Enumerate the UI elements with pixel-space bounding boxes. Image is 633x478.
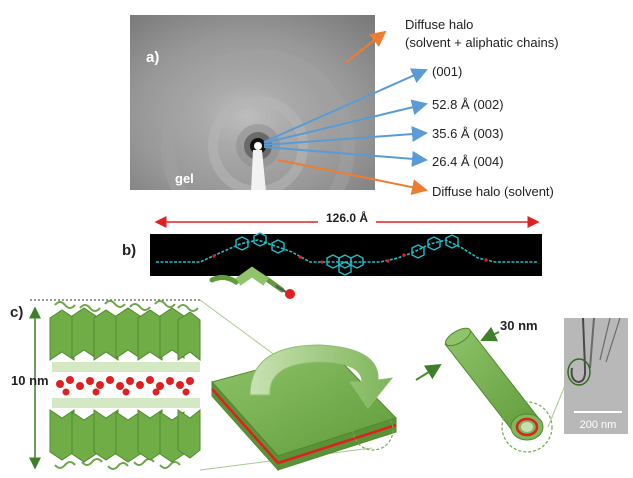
panel-b: b) 126.0 Å <box>122 210 542 299</box>
molecule-rings <box>235 232 459 276</box>
molecule-oxygens <box>212 253 488 264</box>
height-label: 10 nm <box>11 373 49 388</box>
annotation-halo-chains-line1: Diffuse halo <box>405 17 473 32</box>
annotation-004: 26.4 Å (004) <box>432 154 504 169</box>
sheet-zoom-circle <box>352 409 394 451</box>
panel-c: c) 10 nm <box>10 299 628 472</box>
reflection-002-arrow <box>263 99 428 144</box>
molecule-backbone <box>156 239 538 263</box>
tube-zoom-circle <box>501 401 553 453</box>
reflection-003-arrow <box>263 126 428 146</box>
panel-a: a) gel Diffuse halo (solvent + aliphatic… <box>130 15 559 199</box>
length-label: 126.0 Å <box>326 210 368 225</box>
scale-bar-label: 200 nm <box>580 419 617 431</box>
sheet-to-tube-arrow <box>415 363 442 381</box>
bilayer-stack <box>49 300 201 470</box>
tem-micrograph: 200 nm <box>564 317 628 434</box>
flat-sheet <box>211 349 397 472</box>
annotation-halo-solvent: Diffuse halo (solvent) <box>432 184 554 199</box>
rolling-arrow <box>249 344 394 409</box>
halo-arrow-bottom <box>277 159 428 196</box>
annotation-halo-chains-line2: (solvent + aliphatic chains) <box>405 35 559 50</box>
annotation-002: 52.8 Å (002) <box>432 97 504 112</box>
panel-a-letter: a) <box>146 49 159 66</box>
panel-b-letter: b) <box>122 242 136 259</box>
zoom-guide-line-3 <box>547 377 569 428</box>
annotation-003: 35.6 Å (003) <box>432 126 504 141</box>
annotation-001: (001) <box>432 64 462 79</box>
tube-width-arrow <box>480 326 500 342</box>
halo-arrow-top <box>344 30 387 64</box>
sample-label: gel <box>175 171 194 186</box>
panel-c-letter: c) <box>10 304 23 321</box>
reflection-001-arrow <box>263 68 428 143</box>
xray-pattern-image <box>130 15 375 190</box>
nanotube <box>444 327 544 441</box>
reflection-004-arrow <box>263 146 428 167</box>
tube-width-label: 30 nm <box>500 318 538 333</box>
molecule-cartoon <box>209 266 295 299</box>
